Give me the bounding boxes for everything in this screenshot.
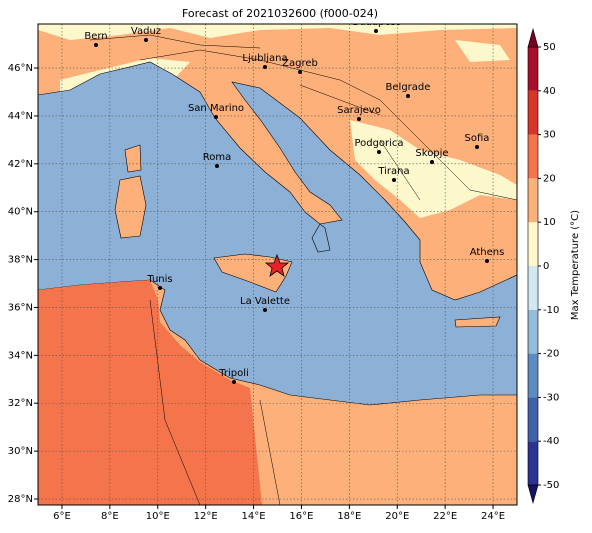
map-frame [37,23,518,506]
city-label: Budapest [352,17,399,28]
colorbar-tick-label: -10 [543,305,559,316]
border [89,34,517,505]
city-label: Podgorica [354,138,403,149]
x-tick-label: 6°E [53,511,71,522]
city-label: Zagreb [282,58,318,69]
city-dot [158,286,162,290]
hot-area [38,280,262,505]
city-label: Sarajevo [337,105,381,116]
colorbar-tick-label: 10 [543,217,556,228]
city-dot [377,150,381,154]
colorbar-tick-label: -40 [543,436,559,447]
city-dot [392,178,396,182]
sardinia [114,175,147,239]
y-tick-label: 30°N [8,446,33,457]
city-dot [214,115,218,119]
city-dot [215,164,219,168]
city-label: Athens [470,247,505,258]
title: Forecast of 2021032600 (f000-024) [182,7,378,20]
city-label: Vaduz [131,26,161,37]
colorbar-tick-label: 50 [543,42,556,53]
colorbar-tick-label: 0 [543,261,549,272]
colorbar-bin [528,397,538,442]
colorbar-bin [528,222,538,266]
city-label: Sofia [465,133,490,144]
crete [454,316,501,328]
colorbar-under [527,484,539,505]
cold-area [350,120,517,218]
colorbar-tick-label: 30 [543,130,556,141]
y-tick-label: 40°N [8,207,33,218]
city-label: Tripoli [218,368,249,379]
colorbar-tick-label: 20 [543,173,556,184]
x-tick-label: 24°E [481,511,505,522]
city-dot [94,43,98,47]
city-label: Tunis [146,274,172,285]
colorbar-over [527,27,539,48]
y-tick-label: 36°N [8,302,33,313]
y-tick-label: 42°N [8,159,33,170]
city-dot [144,38,148,42]
city-dot [485,259,489,263]
city-label: Bern [84,31,107,42]
cold-area [455,40,510,62]
colorbar-tick-label: -20 [543,349,559,360]
colorbar-tick-label: -30 [543,392,559,403]
x-tick-label: 22°E [433,511,457,522]
city-label: Ljubljana [242,53,287,64]
location-marker [264,253,290,277]
y-tick-label: 34°N [8,350,33,361]
colorbar-label: Max Temperature (°C) [570,210,581,320]
y-tick-label: 44°N [8,111,33,122]
city-label: La Valette [240,296,290,307]
colorbar-bin [528,441,538,485]
colorbar-bin [528,266,538,310]
city-dot [374,29,378,33]
city-label: San Marino [188,103,244,114]
city-label: Roma [203,152,232,163]
city-dot [430,160,434,164]
x-tick-label: 20°E [385,511,409,522]
colorbar-bin [528,90,538,135]
colorbar-bin [528,178,538,223]
corsica [124,144,142,173]
city-label: Belgrade [386,82,431,93]
city-dot [298,70,302,74]
y-tick-label: 32°N [8,398,33,409]
colorbar-bin [528,309,538,354]
city-dot [232,380,236,384]
colorbar-tick-label: 40 [543,86,556,97]
colorbar-tick-label: -50 [543,480,559,491]
city-dot [263,65,267,69]
x-tick-label: 10°E [146,511,170,522]
city-label: Tirana [377,166,409,177]
city-dot [357,117,361,121]
colorbar-bin [528,134,538,179]
x-tick-label: 14°E [242,511,266,522]
city-dot [475,145,479,149]
city-dot [406,94,410,98]
colorbar-bin [528,47,538,91]
x-tick-label: 16°E [289,511,313,522]
colorbar-bin [528,353,538,398]
y-tick-label: 28°N [8,494,33,505]
y-tick-label: 46°N [8,63,33,74]
x-tick-label: 8°E [101,511,119,522]
x-tick-label: 12°E [194,511,218,522]
city-dot [263,308,267,312]
y-tick-label: 38°N [8,255,33,266]
x-tick-label: 18°E [337,511,361,522]
city-label: Skopje [415,148,448,159]
